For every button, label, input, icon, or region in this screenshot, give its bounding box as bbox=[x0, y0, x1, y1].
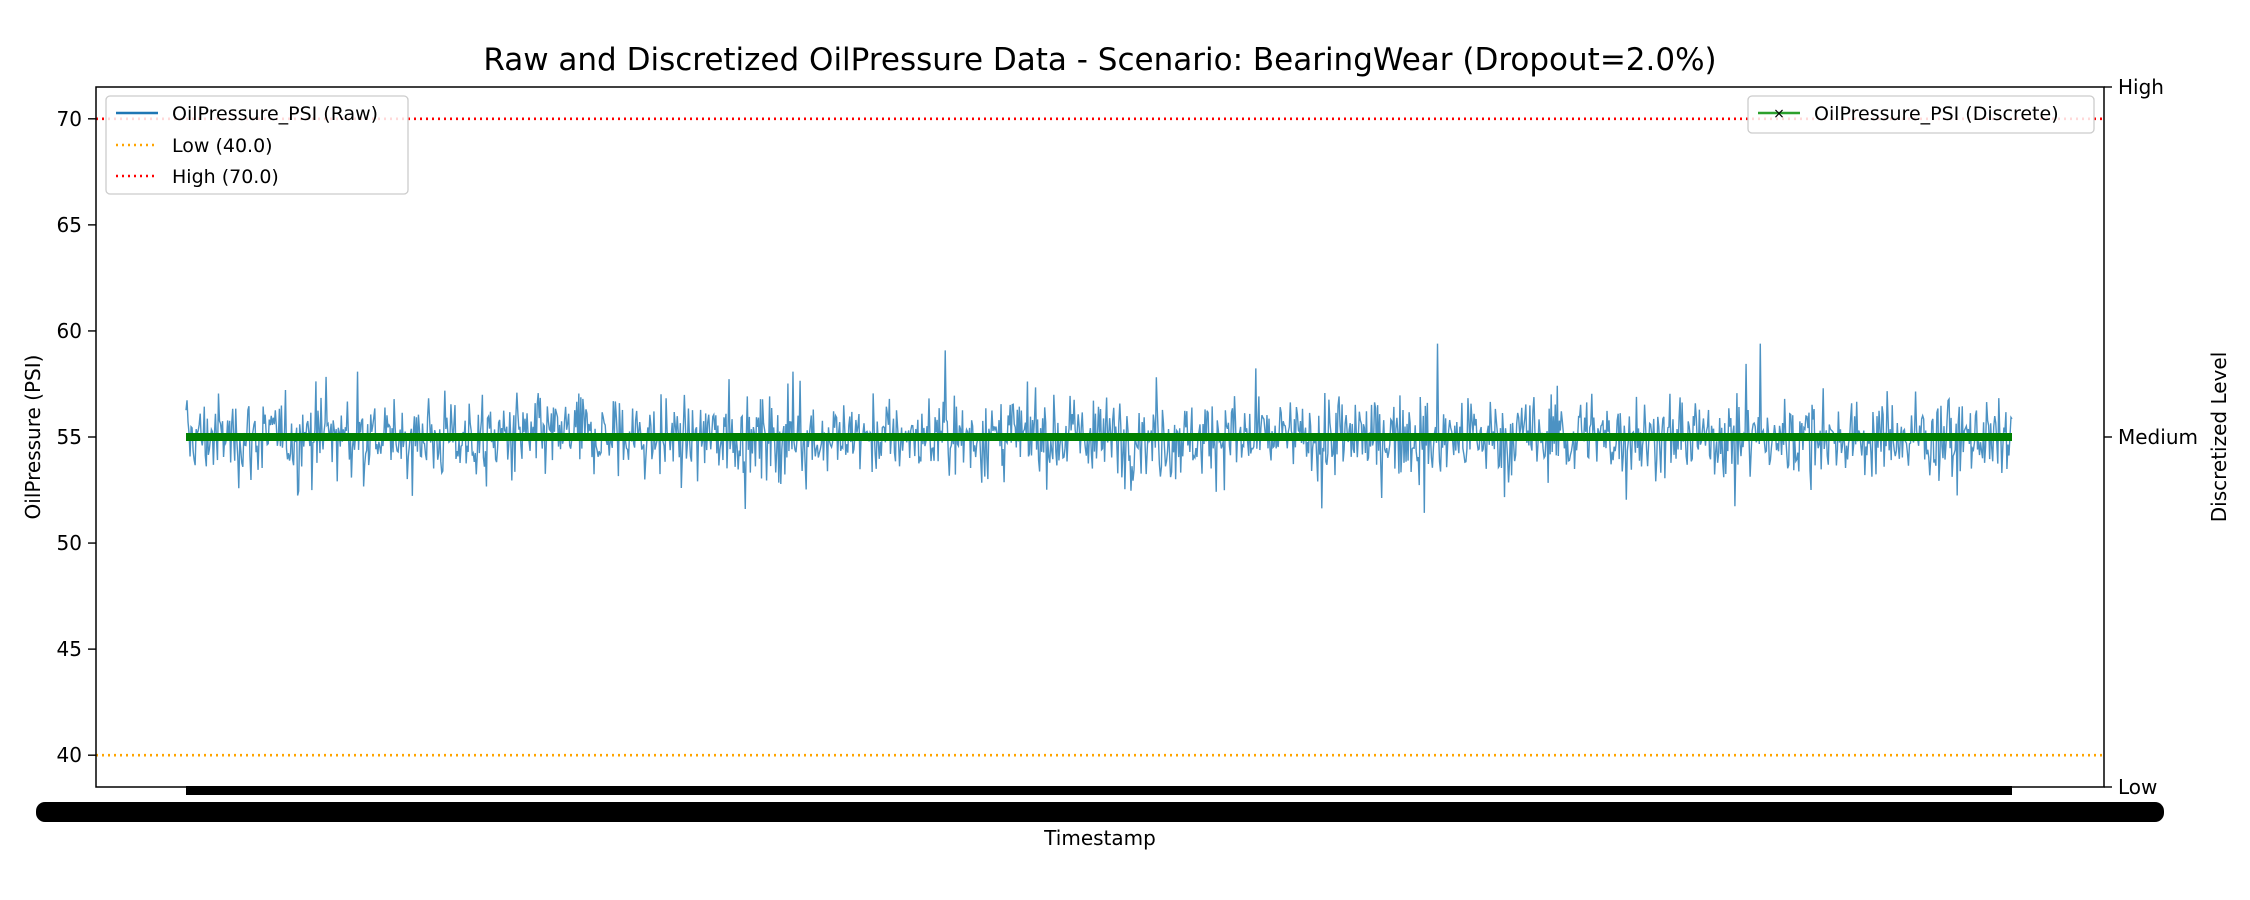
legend-discrete-label: OilPressure_PSI (Discrete) bbox=[1814, 103, 2059, 125]
y-axis-right: Low Medium High bbox=[2104, 75, 2198, 799]
threshold-lines bbox=[96, 117, 2104, 757]
legend-raw-label: OilPressure_PSI (Raw) bbox=[172, 103, 378, 125]
y-tick-label: 40 bbox=[57, 743, 82, 767]
y-tick-label: 60 bbox=[57, 319, 82, 343]
y-axis-left: 40 45 50 55 60 65 70 bbox=[57, 107, 96, 767]
right-tick-label: Medium bbox=[2118, 425, 2198, 449]
legend-discrete-marker: × bbox=[1773, 106, 1785, 122]
raw-series bbox=[185, 343, 2013, 513]
legend-left: OilPressure_PSI (Raw) Low (40.0) High (7… bbox=[105, 95, 409, 195]
y-tick-label: 45 bbox=[57, 637, 82, 661]
y-tick-label: 70 bbox=[57, 107, 82, 131]
y-tick-label: 55 bbox=[57, 425, 82, 449]
y-axis-label: OilPressure (PSI) bbox=[21, 355, 45, 520]
legend-low-label: Low (40.0) bbox=[172, 135, 273, 157]
legend-right: × OilPressure_PSI (Discrete) bbox=[1747, 95, 2095, 134]
y-tick-label: 50 bbox=[57, 531, 82, 555]
raw-line bbox=[185, 343, 2013, 513]
x-axis-label: Timestamp bbox=[1043, 826, 1156, 850]
y-tick-label: 65 bbox=[57, 213, 82, 237]
right-tick-label: High bbox=[2118, 75, 2164, 99]
x-tick-labels-band bbox=[36, 786, 2164, 822]
y-axis-right-label: Discretized Level bbox=[2207, 352, 2231, 523]
legend-high-label: High (70.0) bbox=[172, 166, 279, 188]
chart-title: Raw and Discretized OilPressure Data - S… bbox=[483, 42, 1716, 78]
right-tick-label: Low bbox=[2118, 775, 2157, 799]
